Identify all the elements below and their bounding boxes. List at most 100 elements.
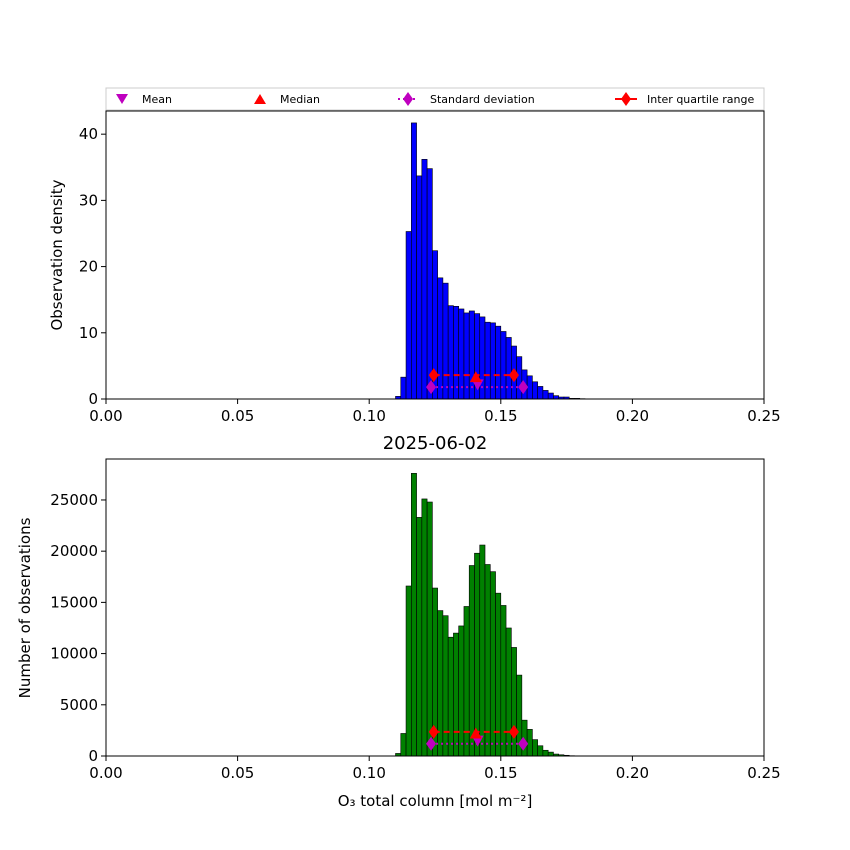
x-tick-label: 0.25 [747,407,780,425]
std-marker [426,736,437,751]
x-tick-label: 0.00 [89,407,122,425]
density-axes-frame [105,110,765,400]
legend-mean-label: Mean [142,93,172,106]
y-tick-label: 5000 [60,696,98,714]
count-bars [395,473,586,757]
histogram-bar [437,610,444,757]
y-tick-label: 20000 [50,542,98,560]
mean-marker-icon [116,94,128,104]
histogram-bar [426,501,433,757]
y-tick-label: 30 [79,191,98,209]
density-stats [426,368,529,395]
histogram-bar [526,729,533,757]
histogram-bar [537,386,544,400]
histogram-bar [426,168,433,400]
density-y-ticks: 0 10 20 30 40 [79,125,106,408]
median-marker [469,371,482,383]
histogram-bar [537,745,544,757]
histogram-bar [516,356,523,400]
y-tick-label: 10 [79,324,98,342]
histogram-bar [442,615,449,757]
y-tick-label: 15000 [50,593,98,611]
histogram-bar [405,231,412,400]
histogram-bar [442,282,449,400]
histogram-bar [542,749,549,757]
histogram-bar [447,636,454,757]
y-tick-label: 25000 [50,491,98,509]
legend-iqr-label: Inter quartile range [647,93,754,106]
x-tick-label: 0.10 [352,764,385,782]
y-tick-label: 10000 [50,645,98,663]
y-tick-label: 20 [79,258,98,276]
histogram-bar [532,739,538,757]
histogram-bar [505,627,512,757]
density-y-axis-label: Observation density [48,179,66,330]
iqr-marker-icon [621,92,631,106]
x-tick-label: 0.25 [747,764,780,782]
y-tick-label: 0 [88,390,98,408]
y-tick-label: 0 [88,747,98,765]
histogram-bar [542,390,549,400]
count-panel-title: 2025-06-02 [383,433,488,454]
iqr-marker [428,724,439,739]
legend: Mean Median Standard deviation Inter qua… [105,87,765,111]
x-tick-label: 0.15 [484,407,517,425]
std-marker [518,736,529,751]
histogram-bar [447,305,454,400]
histogram-bar [468,310,475,400]
histogram-bar [400,376,407,400]
histogram-bar [484,564,491,757]
iqr-marker [508,368,519,383]
histogram-bar [479,544,486,757]
std-marker-icon [403,92,413,106]
x-tick-label: 0.00 [89,764,122,782]
density-x-ticks: 0.00 0.05 0.10 0.15 0.20 0.25 [89,399,781,425]
count-panel: 2025-06-02 0.00 0.05 0.10 0.15 0.20 0.25 0 500… [16,433,781,810]
histogram-bar [453,632,459,757]
histogram-bar [458,308,465,400]
legend-frame [105,87,765,111]
std-marker [518,380,529,395]
count-axes-frame [105,458,765,757]
histogram-bar [411,122,417,400]
x-tick-label: 0.05 [221,407,254,425]
histogram-bar [547,392,554,400]
histogram-bar [458,625,465,757]
legend-median-label: Median [280,93,320,106]
histogram-bar [500,605,507,757]
density-bars [395,122,586,400]
count-y-axis-label: Number of observations [16,517,34,698]
mean-marker [471,379,484,391]
histogram-bar [489,571,496,757]
histogram-bar [547,751,554,757]
histogram-bar [463,606,470,757]
density-panel: 0.00 0.05 0.10 0.15 0.20 0.25 0 10 20 30 40 Obser… [48,110,781,425]
histogram-bar [468,565,475,757]
std-marker [426,380,437,395]
x-tick-label: 0.20 [616,764,649,782]
histogram-bar [500,331,507,400]
histogram-bar [416,517,423,757]
histogram-bar [405,585,412,757]
histogram-bar [416,175,423,400]
x-tick-label: 0.05 [221,764,254,782]
median-marker [469,727,482,739]
x-tick-label: 0.15 [484,764,517,782]
iqr-marker [428,368,439,383]
histogram-bar [437,277,444,400]
histogram-bar [511,647,517,757]
histogram-bar [421,159,428,400]
x-tick-label: 0.20 [616,407,649,425]
histogram-bar [532,381,538,400]
histogram-bar [453,306,459,400]
count-stats [426,724,529,751]
histogram-bar [474,552,481,757]
y-tick-label: 40 [79,125,98,143]
legend-std-label: Standard deviation [430,93,535,106]
median-marker-icon [254,94,266,104]
histogram-bar [505,337,512,400]
histogram-bar [421,498,428,757]
x-tick-label: 0.10 [352,407,385,425]
histogram-bar [411,473,417,757]
